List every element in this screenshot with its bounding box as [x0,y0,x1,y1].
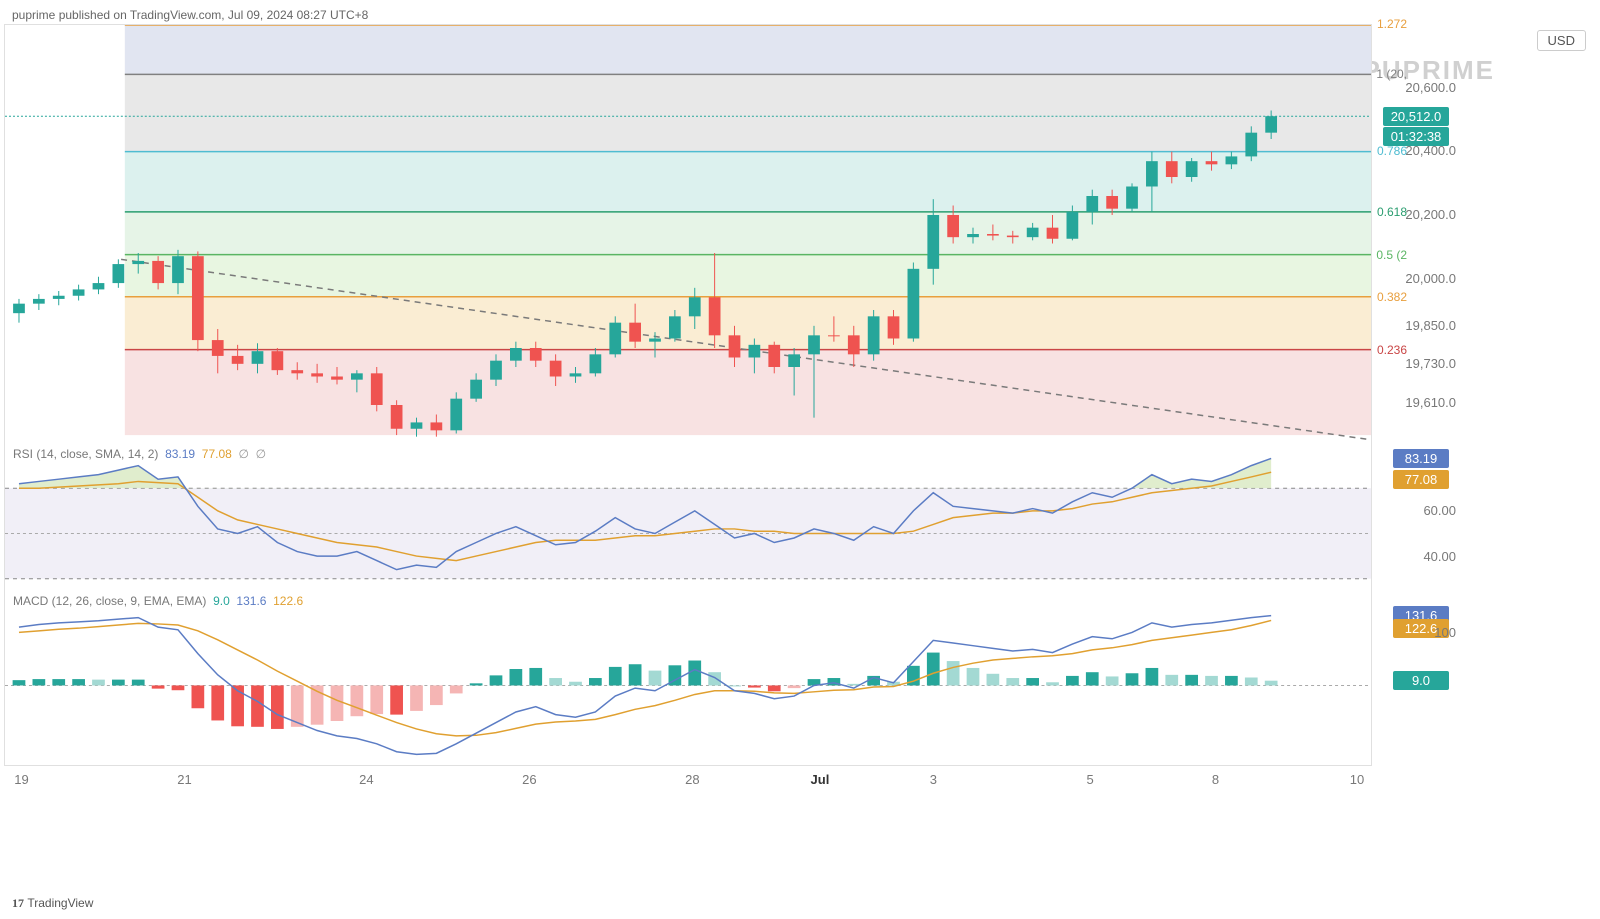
price-chart-svg [5,25,1371,443]
tv-icon: 17 [12,896,24,910]
currency-badge[interactable]: USD [1537,30,1586,51]
xtick: 28 [685,772,699,787]
macd-panel[interactable]: MACD (12, 26, close, 9, EMA, EMA) 9.0 13… [4,590,1372,766]
xtick: Jul [811,772,830,787]
rsi-yaxis: 60.0040.00 [1376,443,1456,591]
macd-yaxis: 100 [1376,590,1456,766]
xtick: 24 [359,772,373,787]
macd-svg [5,590,1371,765]
xtick: 26 [522,772,536,787]
xtick: 3 [930,772,937,787]
rsi-panel[interactable]: RSI (14, close, SMA, 14, 2) 83.19 77.08 … [4,443,1372,591]
chart-root: puprime published on TradingView.com, Ju… [0,0,1600,919]
rsi-svg [5,443,1371,590]
price-yaxis: 20,600.020,400.020,200.020,000.019,850.0… [1376,24,1456,444]
price-panel[interactable]: 1.2721 (20,0.7860.6180.5 (20.3820.23620,… [4,24,1372,444]
xtick: 21 [177,772,191,787]
xtick: 8 [1212,772,1219,787]
footer-brand: 17 TradingView [12,896,93,911]
xtick: 5 [1086,772,1093,787]
xtick: 19 [14,772,28,787]
publish-info: puprime published on TradingView.com, Ju… [12,8,368,22]
time-axis: 19 21 24 26 28 Jul 3 5 8 10 [4,766,1372,796]
xtick: 10 [1350,772,1364,787]
